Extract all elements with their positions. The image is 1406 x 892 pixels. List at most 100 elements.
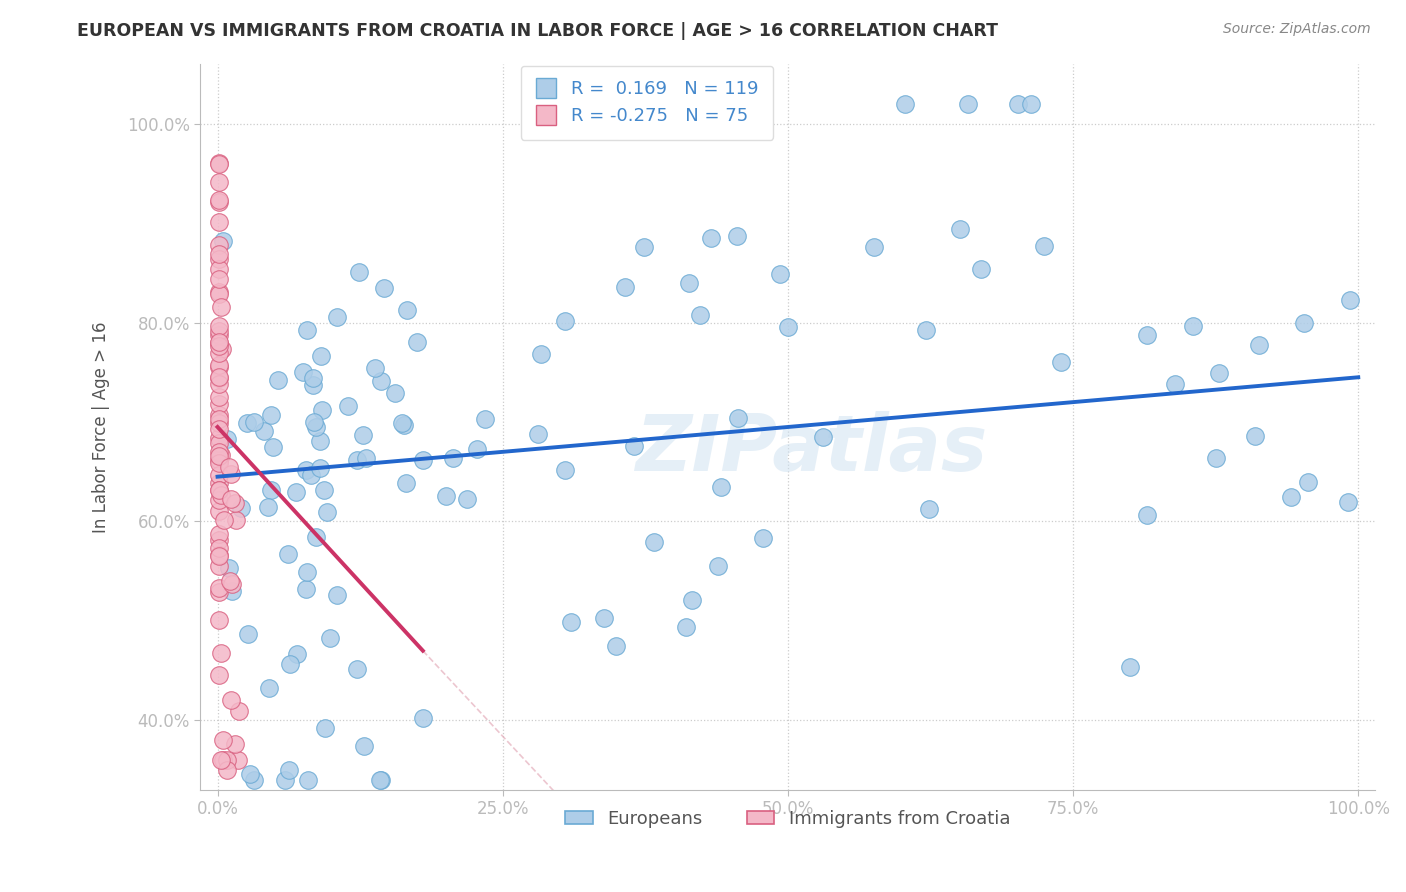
Point: [208, 408, 231, 422]
Point: [243, 772, 266, 787]
Point: [208, 422, 231, 436]
Point: [1136, 508, 1159, 523]
Point: [1249, 338, 1271, 352]
Point: [267, 373, 290, 387]
Point: [208, 468, 231, 483]
Point: [1296, 475, 1319, 490]
Point: [260, 483, 283, 497]
Point: [412, 711, 434, 725]
Point: [208, 453, 231, 467]
Point: [208, 456, 231, 470]
Point: [291, 365, 314, 379]
Text: Source: ZipAtlas.com: Source: ZipAtlas.com: [1223, 22, 1371, 37]
Point: [299, 468, 322, 483]
Legend: Europeans, Immigrants from Croatia: Europeans, Immigrants from Croatia: [558, 803, 1018, 835]
Point: [675, 620, 697, 634]
Point: [949, 222, 972, 236]
Point: [228, 704, 250, 718]
Point: [208, 285, 231, 300]
Point: [208, 328, 231, 343]
Point: [219, 693, 242, 707]
Point: [554, 313, 576, 327]
Point: [395, 475, 418, 490]
Point: [208, 345, 231, 359]
Point: [363, 361, 385, 376]
Point: [294, 582, 316, 596]
Point: [406, 335, 429, 350]
Point: [391, 417, 413, 431]
Point: [208, 533, 231, 547]
Point: [218, 561, 240, 575]
Point: [1243, 429, 1265, 443]
Point: [208, 238, 231, 252]
Point: [370, 374, 392, 388]
Point: [208, 541, 231, 555]
Point: [346, 662, 368, 676]
Point: [212, 513, 235, 527]
Point: [1337, 495, 1360, 509]
Point: [678, 276, 700, 290]
Point: [209, 646, 232, 660]
Point: [305, 530, 328, 544]
Point: [1292, 316, 1315, 330]
Point: [209, 488, 232, 502]
Point: [354, 451, 377, 466]
Point: [776, 319, 799, 334]
Point: [253, 424, 276, 438]
Point: [456, 491, 478, 506]
Point: [1033, 239, 1056, 253]
Point: [311, 402, 333, 417]
Point: [314, 722, 336, 736]
Point: [441, 451, 464, 466]
Point: [297, 772, 319, 787]
Point: [301, 378, 323, 392]
Point: [813, 430, 835, 444]
Point: [1181, 319, 1204, 334]
Point: [209, 300, 232, 314]
Point: [208, 376, 231, 391]
Point: [957, 96, 980, 111]
Point: [208, 526, 231, 541]
Point: [208, 668, 231, 682]
Point: [218, 460, 240, 475]
Point: [259, 408, 281, 422]
Point: [208, 483, 231, 498]
Point: [208, 582, 231, 596]
Point: [316, 505, 339, 519]
Point: [592, 611, 614, 625]
Point: [384, 386, 406, 401]
Point: [221, 467, 243, 481]
Point: [700, 231, 723, 245]
Point: [208, 416, 231, 430]
Point: [285, 484, 308, 499]
Point: [208, 318, 231, 333]
Point: [212, 733, 235, 747]
Point: [208, 339, 231, 353]
Point: [208, 613, 231, 627]
Point: [215, 753, 238, 767]
Point: [309, 434, 332, 449]
Point: [706, 559, 728, 574]
Point: [412, 452, 434, 467]
Text: ZIPatlas: ZIPatlas: [636, 410, 987, 487]
Point: [1164, 376, 1187, 391]
Point: [1007, 96, 1029, 111]
Point: [225, 513, 247, 527]
Point: [893, 96, 915, 111]
Point: [226, 753, 249, 767]
Point: [209, 753, 232, 767]
Point: [768, 268, 790, 282]
Point: [614, 279, 637, 293]
Point: [352, 427, 374, 442]
Point: [236, 627, 259, 641]
Point: [280, 657, 302, 672]
Point: [208, 370, 231, 384]
Point: [215, 763, 238, 777]
Point: [681, 593, 703, 607]
Point: [208, 435, 231, 450]
Point: [527, 427, 550, 442]
Point: [302, 370, 325, 384]
Point: [305, 419, 328, 434]
Point: [208, 431, 231, 445]
Point: [1050, 355, 1073, 369]
